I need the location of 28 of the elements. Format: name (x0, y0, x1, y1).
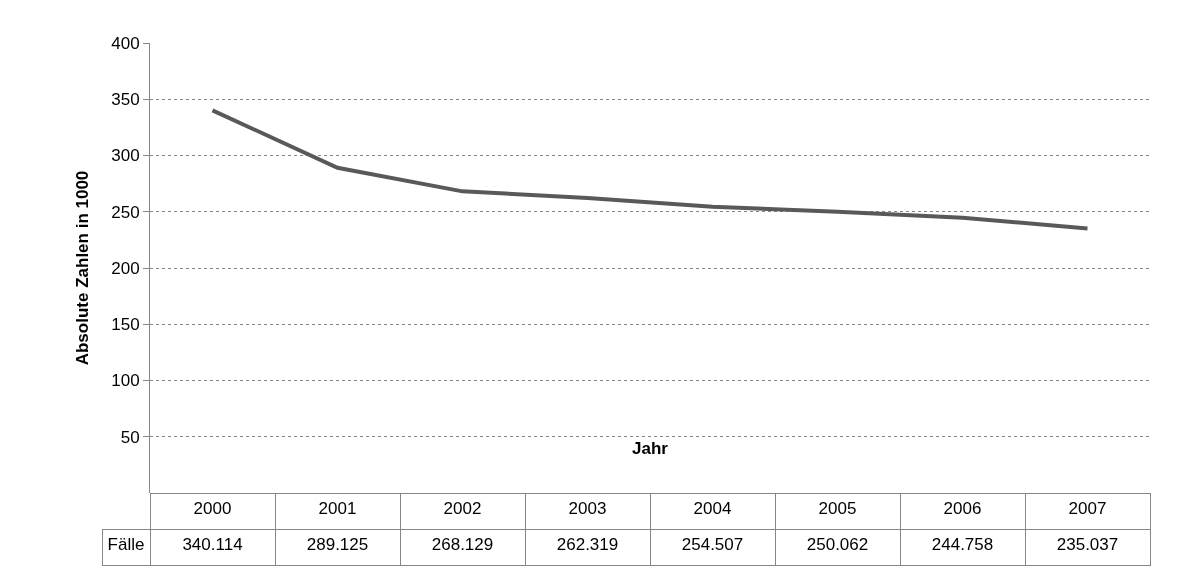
y-tick-label: 350 (111, 90, 140, 110)
data-label: 244.758 (931, 534, 994, 554)
y-tick-label: 150 (111, 315, 140, 335)
y-tick-label: 300 (111, 146, 140, 166)
data-label: 254.507 (681, 534, 744, 554)
x-tick-label: 2002 (443, 498, 482, 518)
y-tick-label: 400 (111, 33, 140, 53)
x-axis-title: Jahr (632, 439, 669, 458)
data-label: 340.114 (182, 534, 243, 554)
data-label: 250.062 (806, 534, 869, 554)
x-tick-label: 2000 (193, 498, 232, 518)
x-tick-label: 2001 (318, 498, 357, 518)
data-label: 289.125 (306, 534, 369, 554)
y-tick-label: 100 (111, 371, 140, 391)
data-label: 235.037 (1056, 534, 1119, 554)
y-tick-label: 200 (111, 258, 140, 278)
x-tick-label: 2007 (1068, 498, 1107, 518)
y-axis-title: Absolute Zahlen in 1000 (72, 170, 92, 366)
y-tick-label: 50 (120, 427, 140, 447)
y-tick-label: 250 (111, 202, 140, 222)
text: Fälle (107, 534, 145, 554)
line-series (210, 108, 1090, 231)
x-tick-label: 2004 (693, 498, 732, 518)
x-tick-label: 2005 (818, 498, 857, 518)
x-tick-label: 2003 (568, 498, 607, 518)
x-tick-label: 2006 (943, 498, 982, 518)
data-label: 268.129 (431, 534, 494, 554)
data-label: 262.319 (556, 534, 619, 554)
